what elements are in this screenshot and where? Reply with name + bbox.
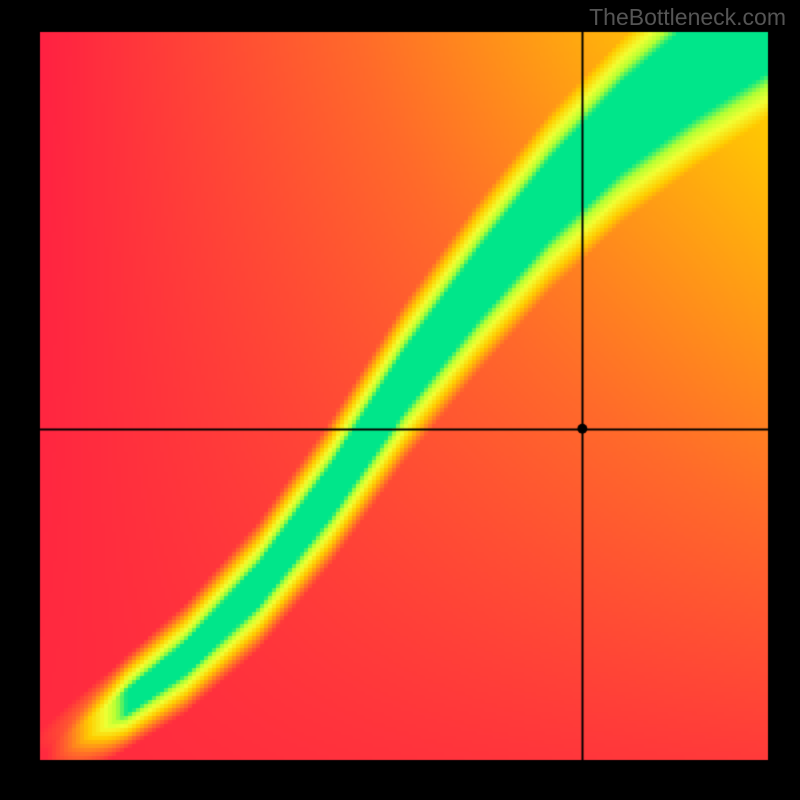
watermark-text: TheBottleneck.com [589, 4, 786, 31]
chart-container: TheBottleneck.com [0, 0, 800, 800]
bottleneck-heatmap [0, 0, 800, 800]
